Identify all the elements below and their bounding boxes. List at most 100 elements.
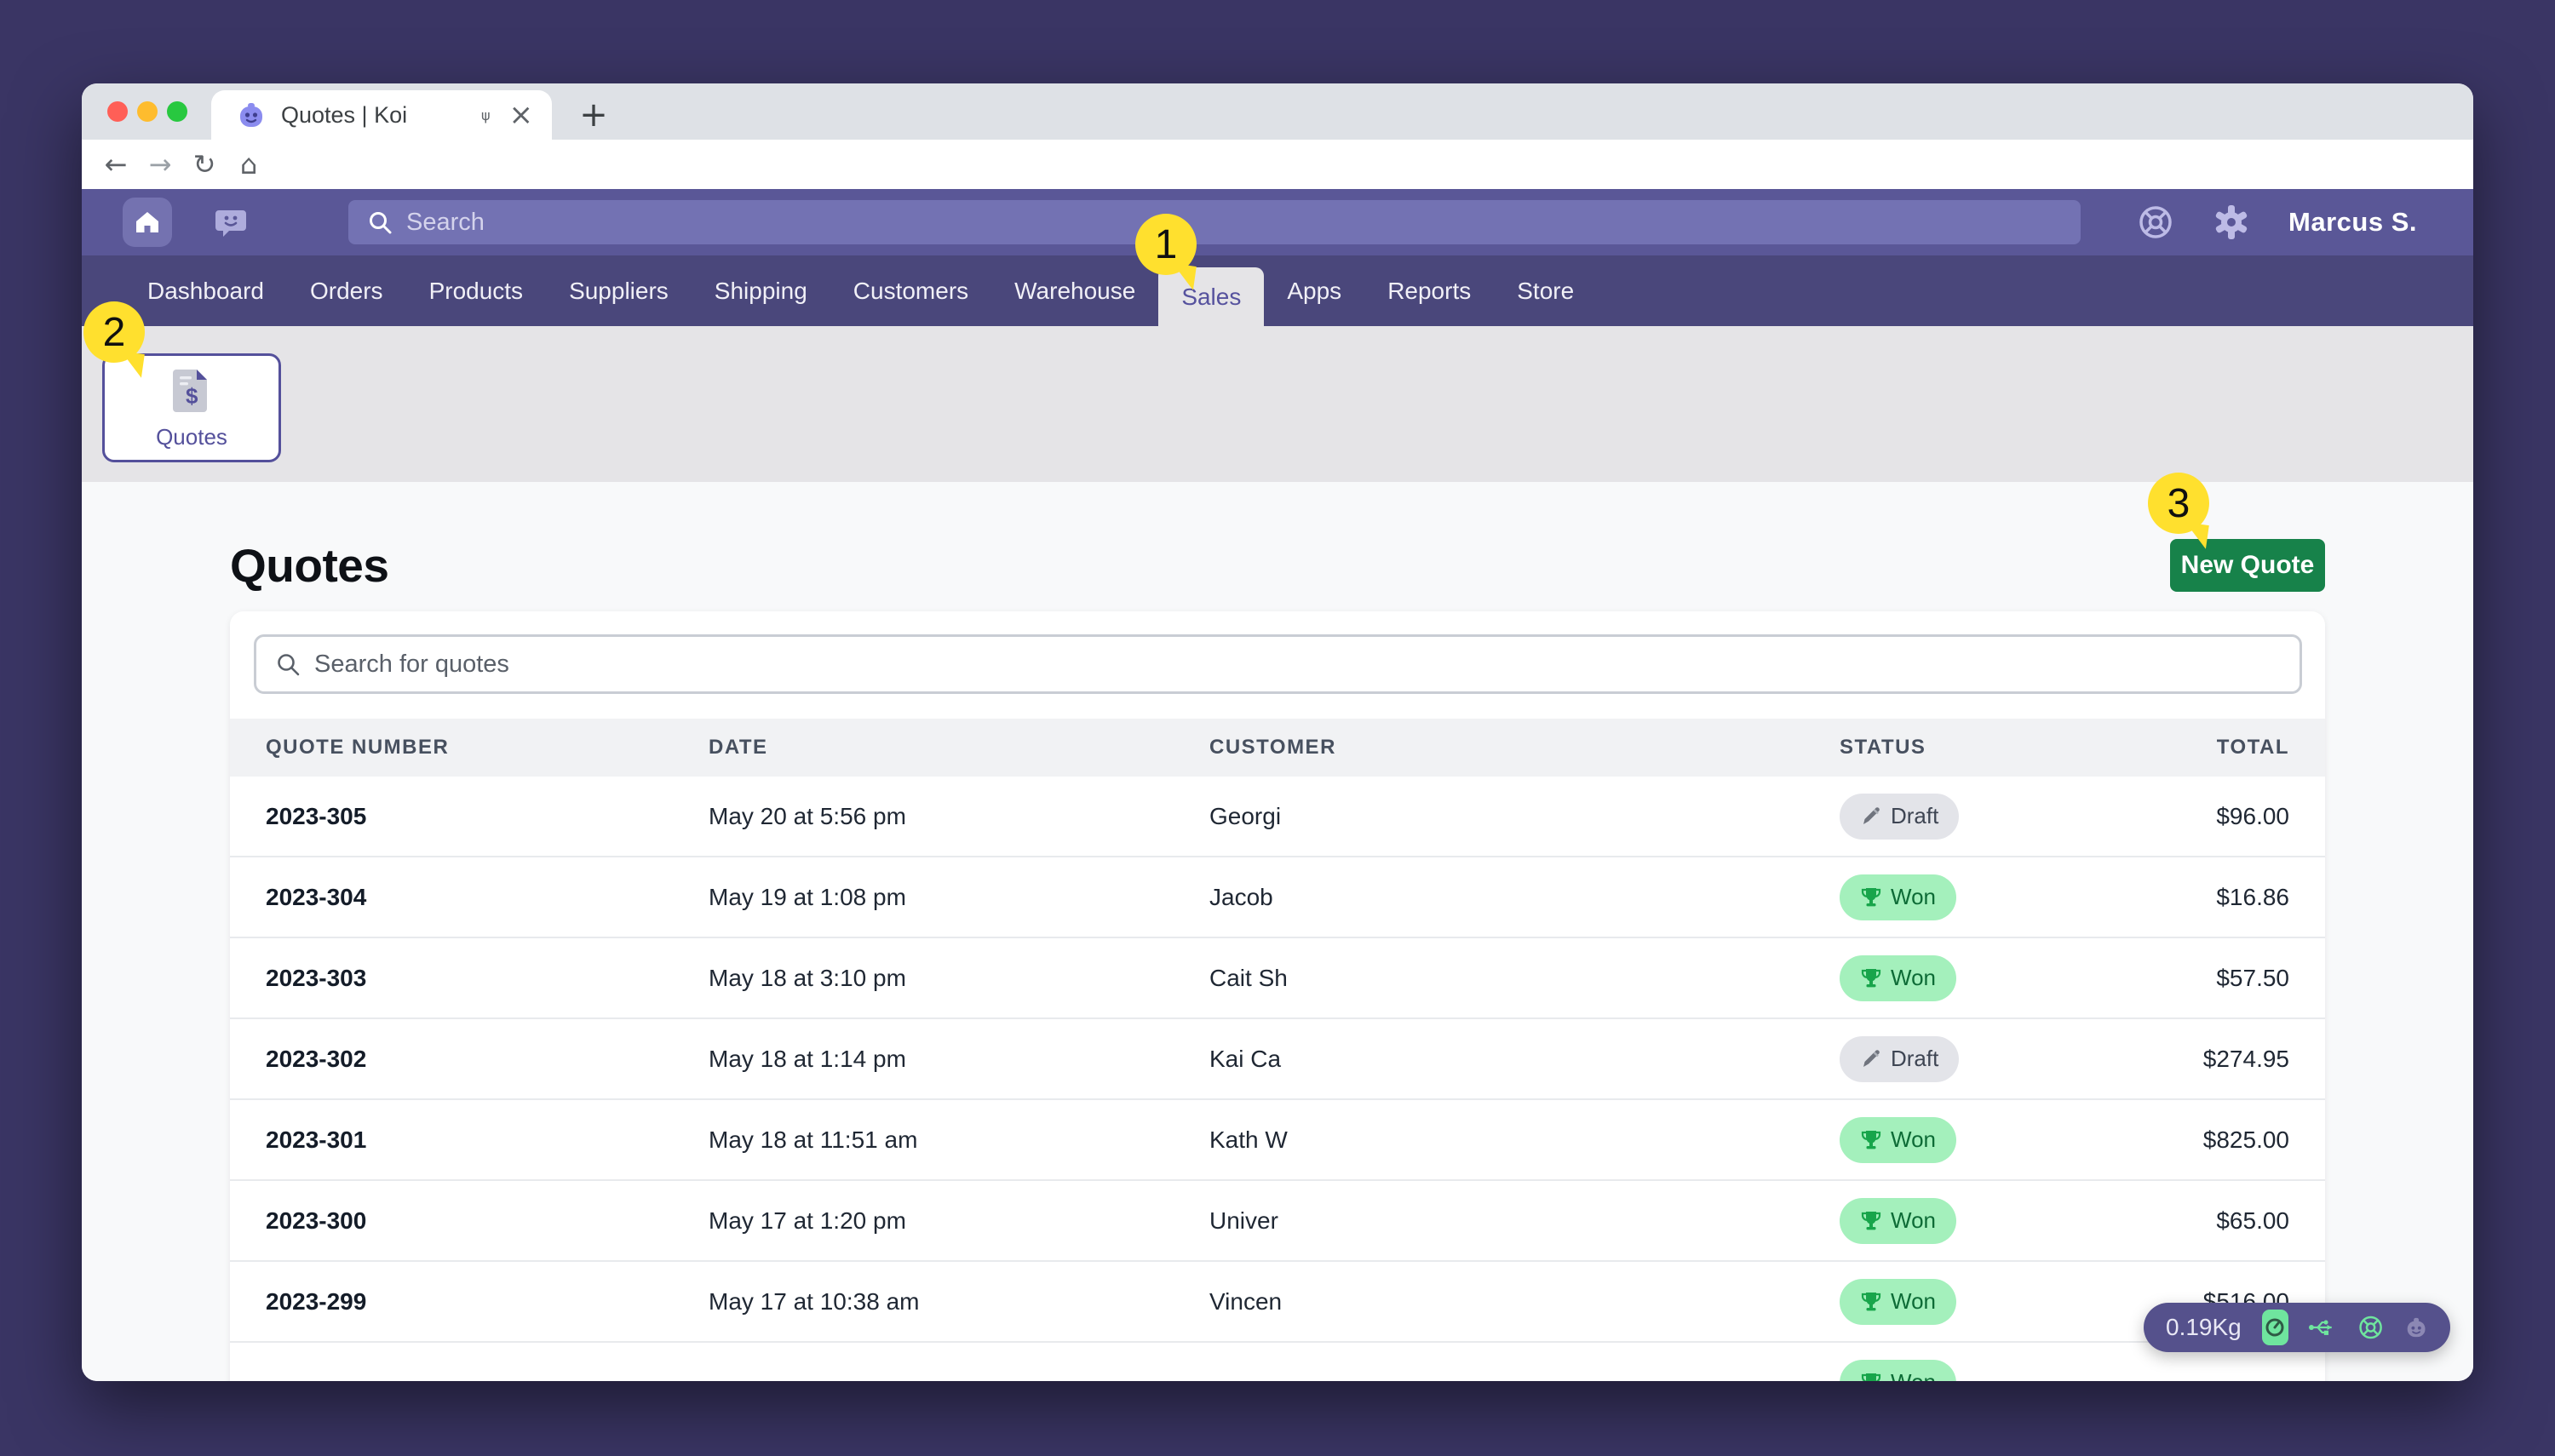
quote-date: May 17 at 10:38 am <box>709 1287 920 1315</box>
quote-total: $65.00 <box>2216 1207 2289 1234</box>
column-header-quote-number: QUOTE NUMBER <box>266 736 450 759</box>
quote-customer: Kai Ca <box>1209 1045 1282 1072</box>
quote-customer: Kath W <box>1209 1126 1288 1153</box>
settings-gear-icon[interactable] <box>2212 203 2251 242</box>
trophy-icon <box>1861 1211 1881 1230</box>
usb-device-icon: ψ <box>480 106 491 123</box>
status-label: Won <box>1891 965 1936 990</box>
table-row[interactable]: 2023-299 May 17 at 10:38 am Vincen <box>230 1262 2325 1343</box>
global-search-placeholder: Search <box>406 208 485 236</box>
status-badge: Won <box>1840 1278 1956 1325</box>
help-lifebuoy-icon[interactable] <box>2137 203 2174 241</box>
maximize-window-button[interactable] <box>167 101 187 122</box>
status-label: Won <box>1891 1288 1936 1314</box>
robot-gray-icon <box>2407 1317 2426 1338</box>
tab-close-icon[interactable]: × <box>508 98 534 132</box>
nav-item-warehouse[interactable]: Warehouse <box>1014 277 1136 304</box>
nav-item-products[interactable]: Products <box>428 277 524 304</box>
close-window-button[interactable] <box>107 101 128 122</box>
tab-title: Quotes | Koi <box>281 101 408 128</box>
browser-tab-strip: Quotes | Koi ψ × + <box>82 83 2473 140</box>
feedback-chat-button[interactable] <box>211 203 250 242</box>
table-row[interactable]: 2023-305 May 20 at 5:56 pm Georgi <box>230 777 2325 857</box>
svg-text:$: $ <box>186 383 198 409</box>
status-badge: Won <box>1840 954 1956 1001</box>
browser-home-icon[interactable]: ⌂ <box>239 148 258 181</box>
quote-date: May 20 at 5:56 pm <box>709 802 906 829</box>
table-body: 2023-305 May 20 at 5:56 pm Georgi <box>230 777 2325 1381</box>
carbon-weight-value: 0.19Kg <box>2166 1314 2242 1340</box>
usb-green-icon <box>2308 1320 2332 1335</box>
main-navigation: Dashboard Orders Products Suppliers Ship… <box>82 255 2473 326</box>
chat-smiley-icon <box>215 210 246 237</box>
quotes-search-placeholder: Search for quotes <box>314 650 509 678</box>
status-label: Won <box>1891 1207 1936 1233</box>
quote-number: 2023-305 <box>266 802 367 829</box>
nav-item-orders[interactable]: Orders <box>309 277 383 304</box>
search-icon <box>278 654 300 676</box>
app-home-button[interactable] <box>123 198 172 247</box>
global-search-input[interactable]: Search <box>348 200 2081 244</box>
search-icon <box>370 212 392 234</box>
nav-item-suppliers[interactable]: Suppliers <box>569 277 669 304</box>
status-label: Won <box>1891 1126 1936 1152</box>
status-badge: Draft <box>1840 1035 1960 1082</box>
table-row[interactable]: 2023-304 May 19 at 1:08 pm Jacob <box>230 857 2325 938</box>
quote-customer: Univer <box>1209 1207 1278 1234</box>
scale-gauge-icon <box>2261 1310 2288 1345</box>
table-row-partial[interactable]: Won <box>230 1343 2325 1381</box>
table-row[interactable]: 2023-301 May 18 at 11:51 am Kath W <box>230 1100 2325 1181</box>
user-menu[interactable]: Marcus S. <box>2288 207 2417 237</box>
quote-total: $57.50 <box>2216 964 2289 991</box>
quote-date: May 18 at 3:10 pm <box>709 964 906 991</box>
reload-icon[interactable]: ↻ <box>192 148 216 181</box>
minimize-window-button[interactable] <box>137 101 158 122</box>
koi-favicon-robot-icon <box>240 103 262 127</box>
column-header-status: STATUS <box>1840 736 1926 759</box>
column-header-date: DATE <box>709 736 768 759</box>
status-label: Won <box>1891 1369 1936 1381</box>
status-badge: Won <box>1840 874 1956 920</box>
window-controls[interactable] <box>107 101 187 122</box>
trophy-icon <box>1861 1292 1881 1310</box>
quote-total: $16.86 <box>2216 883 2289 910</box>
nav-item-apps[interactable]: Apps <box>1287 277 1342 304</box>
forward-icon[interactable]: → <box>148 148 172 181</box>
quote-number: 2023-301 <box>266 1126 367 1153</box>
subnav-card-label: Quotes <box>156 423 227 450</box>
quote-date: May 18 at 1:14 pm <box>709 1045 906 1072</box>
carbon-footprint-widget[interactable]: 0.19Kg <box>2144 1303 2450 1352</box>
main-content: Quotes New Quote Search for quotes QUOTE… <box>82 482 2473 1381</box>
quote-number: 2023-300 <box>266 1207 367 1234</box>
quotes-table-card: Search for quotes QUOTE NUMBER DATE CUSTOM… <box>230 611 2325 1381</box>
quote-date: May 17 at 1:20 pm <box>709 1207 906 1234</box>
app-header: Search Marcus S. <box>82 189 2473 255</box>
new-quote-button[interactable]: New Quote <box>2170 539 2325 592</box>
column-header-total: TOTAL <box>2216 736 2289 759</box>
quote-total: $274.95 <box>2202 1045 2289 1072</box>
nav-item-shipping[interactable]: Shipping <box>714 277 807 304</box>
status-label: Draft <box>1891 1046 1939 1071</box>
trophy-icon <box>1861 1373 1881 1381</box>
quote-customer: Georgi <box>1209 802 1282 829</box>
status-badge: Won <box>1840 1116 1956 1163</box>
browser-tab-quotes[interactable]: Quotes | Koi ψ × <box>211 90 552 140</box>
nav-item-store[interactable]: Store <box>1517 277 1575 304</box>
nav-item-reports[interactable]: Reports <box>1387 277 1472 304</box>
quote-customer: Vincen <box>1209 1287 1283 1315</box>
nav-item-dashboard[interactable]: Dashboard <box>147 277 264 304</box>
back-icon[interactable]: ← <box>104 148 128 181</box>
nav-item-customers[interactable]: Customers <box>853 277 969 304</box>
quote-document-icon: $ <box>173 369 207 412</box>
quote-number: 2023-302 <box>266 1045 367 1072</box>
quote-total: $825.00 <box>2202 1126 2289 1153</box>
quotes-search-input[interactable]: Search for quotes <box>254 634 2302 694</box>
status-badge: Won <box>1840 1359 1956 1381</box>
annotation-badge-1: 1 <box>1135 214 1197 275</box>
table-row[interactable]: 2023-300 May 17 at 1:20 pm Univer <box>230 1181 2325 1262</box>
table-row[interactable]: 2023-303 May 18 at 3:10 pm Cait Sh <box>230 938 2325 1019</box>
table-row[interactable]: 2023-302 May 18 at 1:14 pm Kai Ca <box>230 1019 2325 1100</box>
quote-customer: Jacob <box>1209 883 1273 910</box>
annotation-badge-3: 3 <box>2148 473 2209 534</box>
new-tab-button[interactable]: + <box>579 95 608 135</box>
